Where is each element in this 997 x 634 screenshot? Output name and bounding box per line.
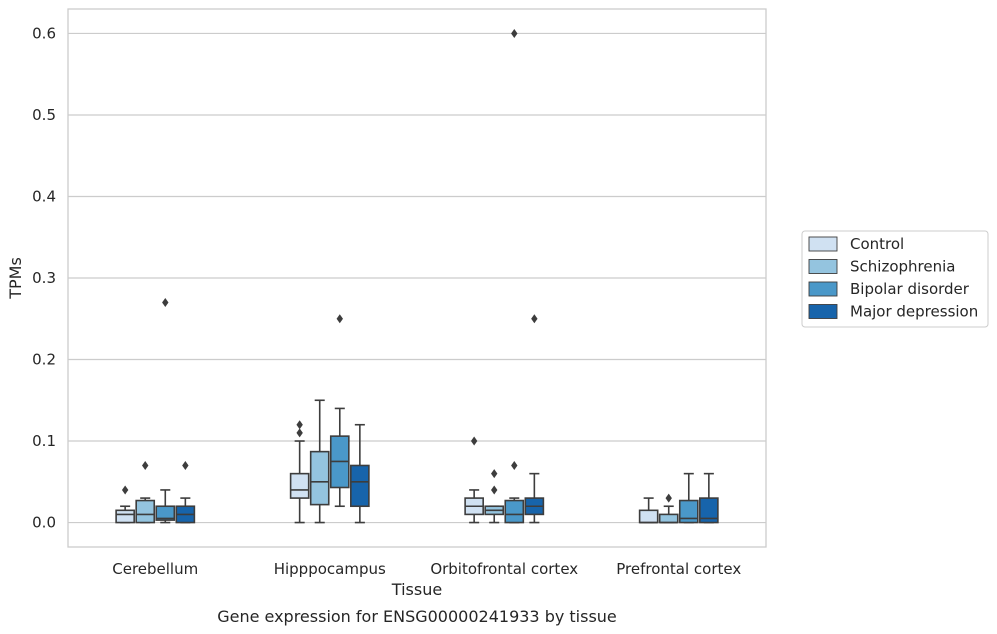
- legend-swatch: [808, 236, 838, 252]
- legend-swatch: [808, 259, 838, 274]
- y-tick-label: 0.1: [32, 432, 56, 450]
- box-group: [155, 297, 176, 524]
- y-tick-label: 0.6: [32, 24, 56, 42]
- x-tick-label: Hipppocampus: [274, 560, 386, 578]
- box-group: [329, 314, 350, 508]
- y-tick-label: 0.4: [32, 187, 56, 205]
- x-tick-label: Orbitofrontal cortex: [430, 560, 578, 578]
- x-axis-label: Tissue: [391, 580, 442, 599]
- box-group: [175, 460, 196, 524]
- x-tick-label: Prefrontal cortex: [616, 560, 741, 578]
- box: [504, 499, 525, 524]
- outlier-point: [470, 436, 478, 446]
- x-axis-ticks: Cerebellum Hipppocampus Orbitofrontal cort…: [112, 560, 741, 578]
- box-group: [484, 469, 505, 524]
- outlier-point: [531, 314, 538, 324]
- x-tick-label: Cerebellum: [112, 560, 198, 578]
- outlier-point: [162, 297, 169, 307]
- legend-label: Major depression: [850, 303, 978, 321]
- legend-items: Control Schizophrenia Bipolar disorder Majo…: [808, 235, 978, 321]
- legend-label: Schizophrenia: [850, 258, 955, 276]
- outlier-point: [491, 469, 498, 479]
- chart-title: Gene expression for ENSG00000241933 by t…: [217, 607, 617, 626]
- legend-frame: [801, 230, 989, 328]
- box: [289, 472, 310, 499]
- box-group: [309, 399, 330, 524]
- box-group: [289, 420, 310, 524]
- y-tick-label: 0.2: [32, 351, 56, 369]
- grid-lines: [68, 32, 766, 524]
- box: [155, 505, 176, 521]
- outlier-point: [511, 28, 518, 38]
- outlier-point: [142, 460, 149, 470]
- outlier-point: [296, 420, 303, 430]
- box-group: [658, 493, 679, 524]
- box-group: [699, 472, 719, 524]
- y-tick-label: 0.5: [32, 106, 56, 124]
- box-series: [115, 28, 719, 524]
- outlier-point: [491, 485, 498, 495]
- box: [658, 513, 679, 524]
- outlier-point: [336, 314, 343, 324]
- box-group: [350, 423, 370, 524]
- box-group: [678, 472, 699, 524]
- box-group: [135, 460, 156, 524]
- outlier-point: [121, 485, 129, 495]
- box-group: [464, 436, 484, 524]
- outlier-point: [296, 428, 303, 438]
- plot-frame: [67, 8, 767, 548]
- box-group: [115, 485, 135, 524]
- legend-swatch: [808, 281, 838, 297]
- legend-label: Control: [850, 235, 904, 253]
- box-group: [638, 497, 659, 524]
- y-axis-ticks: 0.0 0.1 0.2 0.3 0.4 0.5 0.6: [32, 24, 56, 531]
- legend-label: Bipolar disorder: [850, 280, 970, 298]
- y-tick-label: 0.0: [32, 514, 56, 532]
- box: [135, 499, 156, 524]
- box: [678, 499, 699, 524]
- box: [309, 450, 330, 506]
- box: [638, 509, 659, 524]
- legend: Control Schizophrenia Bipolar disorder Majo…: [801, 230, 989, 328]
- box-group: [504, 28, 525, 524]
- outlier-point: [511, 460, 518, 470]
- outlier-point: [182, 460, 189, 470]
- y-axis-label: TPMs: [6, 257, 25, 300]
- box-group: [524, 314, 545, 524]
- box: [350, 464, 370, 508]
- outlier-point: [665, 493, 672, 503]
- legend-swatch: [808, 304, 838, 319]
- y-tick-label: 0.3: [32, 269, 56, 287]
- box: [115, 509, 135, 524]
- box: [699, 497, 719, 524]
